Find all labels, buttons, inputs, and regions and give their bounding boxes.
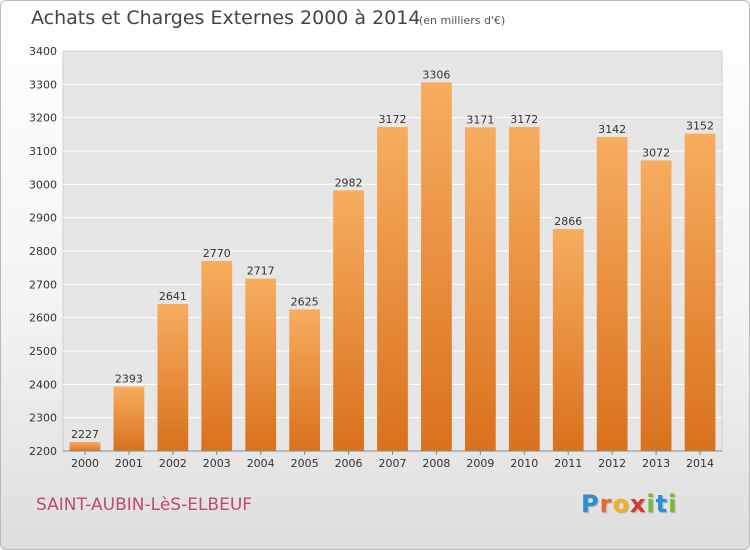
bar [245,278,277,451]
x-tick-label: 2013 [642,457,670,470]
data-label: 3172 [379,113,407,126]
proxiti-logo: Proxiti [581,490,677,518]
chart-title: Achats et Charges Externes 2000 à 2014 [31,7,421,29]
y-tick-label: 2200 [29,445,57,458]
x-tick-label: 2006 [335,457,363,470]
data-label: 3072 [642,146,670,159]
bar [201,261,233,451]
bar [640,160,672,452]
data-label: 2770 [203,247,231,260]
x-tick-label: 2003 [203,457,231,470]
y-tick-label: 2300 [29,412,57,425]
bar [552,229,584,451]
axes: 2200 2300 2400 2500 2600 2700 2800 2900 3000 3100… [29,45,722,470]
x-tick-label: 2002 [159,457,187,470]
bar [596,137,628,451]
data-label: 2866 [554,215,582,228]
bar [333,190,364,452]
data-label: 3171 [466,113,494,126]
bar [289,309,321,451]
bar [684,133,716,451]
bar [69,442,101,451]
y-tick-label: 3400 [29,45,57,58]
x-tick-label: 2008 [422,457,450,470]
x-tick-label: 2009 [466,457,494,470]
bar [464,127,496,451]
bars [69,82,716,452]
y-tick-label: 2600 [29,312,57,325]
data-label: 2227 [71,428,99,441]
x-tick-label: 2012 [598,457,626,470]
data-label: 3172 [510,113,538,126]
commune-name: SAINT-AUBIN-LèS-ELBEUF [36,495,253,515]
y-tick-label: 2500 [29,345,57,358]
x-tick-label: 2001 [115,457,143,470]
logo-letter: o [612,490,630,518]
x-tick-label: 2005 [291,457,319,470]
y-tick-label: 2800 [29,245,57,258]
y-tick-label: 3000 [29,178,57,191]
logo-letter: P [581,490,600,518]
logo-letter: i [668,490,678,518]
logo-letter: r [599,490,613,518]
bar [113,386,145,451]
x-tick-label: 2004 [247,457,275,470]
y-tick-label: 3300 [29,78,57,91]
bar [508,127,540,451]
logo-letter: t [655,490,669,518]
data-labels: 2227 2393 2641 2770 2717 2625 2982 3172 3306 3171… [71,68,714,441]
x-tick-label: 2011 [554,457,582,470]
data-label: 2625 [291,295,319,308]
x-tick-label: 2010 [510,457,538,470]
y-tick-label: 2400 [29,378,57,391]
bar [421,82,452,451]
chart-subtitle: (en milliers d'€) [419,14,506,27]
data-label: 3142 [598,123,626,136]
logo-letter: x [629,490,647,518]
data-label: 3306 [422,68,450,81]
data-label: 2982 [335,176,363,189]
logo-letter: i [646,490,656,518]
data-label: 3152 [686,120,714,133]
data-label: 2641 [159,290,187,303]
bar [377,127,408,451]
y-tick-label: 2700 [29,278,57,291]
y-tick-label: 3200 [29,112,57,125]
x-tick-label: 2014 [686,457,714,470]
x-tick-label: 2000 [71,457,99,470]
y-tick-label: 3100 [29,145,57,158]
x-tick-label: 2007 [379,457,407,470]
bar [157,304,189,451]
data-label: 2393 [115,373,143,386]
data-label: 2717 [247,265,275,278]
y-tick-label: 2900 [29,212,57,225]
